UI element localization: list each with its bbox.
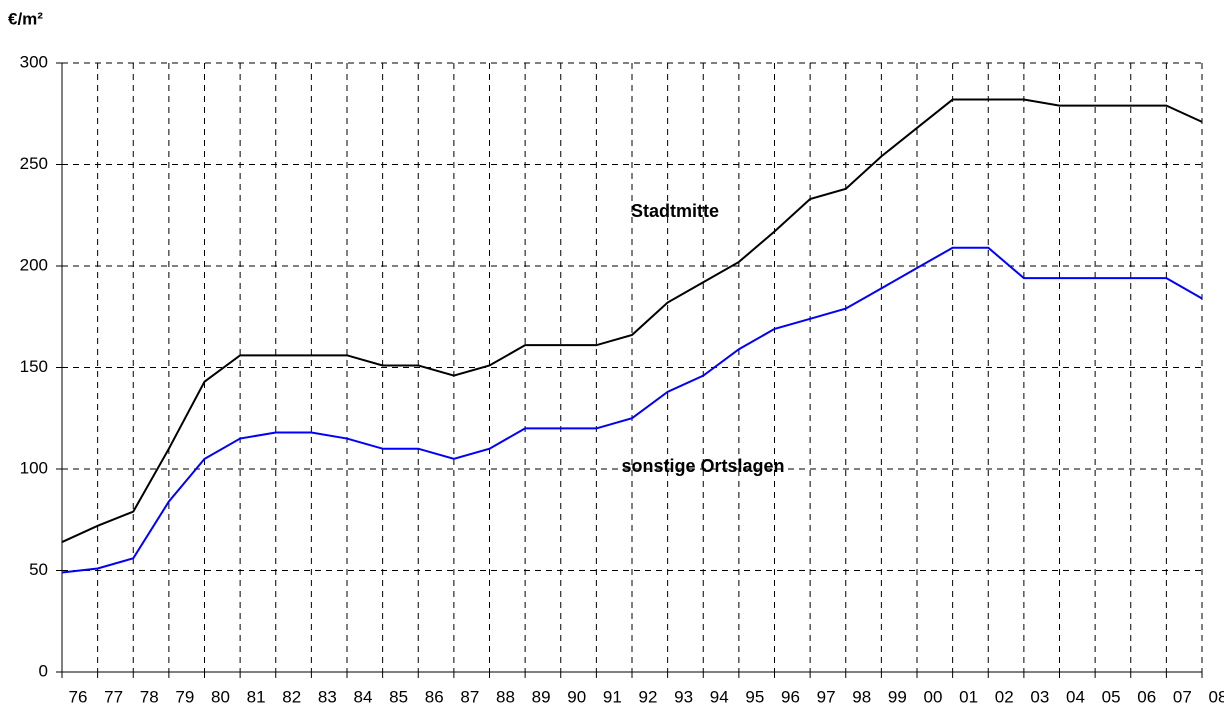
x-tick-label: 87	[460, 687, 479, 706]
series-line	[61, 98, 1203, 543]
x-tick-label: 86	[425, 687, 444, 706]
x-tick-label: 84	[354, 687, 373, 706]
series-label: sonstige Ortslagen	[621, 456, 784, 476]
x-tick-label: 80	[211, 687, 230, 706]
x-tick-label: 91	[603, 687, 622, 706]
x-tick-label: 83	[318, 687, 337, 706]
x-tick-label: 82	[282, 687, 301, 706]
x-tick-label: 76	[69, 687, 88, 706]
y-tick-label: 0	[39, 661, 48, 680]
y-tick-label: 250	[20, 154, 48, 173]
x-tick-label: 02	[995, 687, 1014, 706]
y-tick-label: 100	[20, 458, 48, 477]
x-tick-label: 85	[389, 687, 408, 706]
y-tick-label: 150	[20, 357, 48, 376]
x-tick-label: 96	[781, 687, 800, 706]
x-tick-label: 08	[1209, 687, 1224, 706]
x-tick-label: 98	[852, 687, 871, 706]
x-tick-label: 78	[140, 687, 159, 706]
x-tick-label: 05	[1102, 687, 1121, 706]
series-line	[61, 246, 1203, 574]
y-axis-label: €/m²	[8, 9, 43, 28]
x-tick-label: 07	[1173, 687, 1192, 706]
x-tick-label: 04	[1066, 687, 1085, 706]
y-tick-label: 200	[20, 255, 48, 274]
x-tick-label: 88	[496, 687, 515, 706]
x-tick-label: 79	[175, 687, 194, 706]
x-tick-label: 77	[104, 687, 123, 706]
x-tick-label: 95	[745, 687, 764, 706]
x-tick-label: 93	[674, 687, 693, 706]
x-tick-label: 97	[817, 687, 836, 706]
x-tick-label: 03	[1030, 687, 1049, 706]
series-label: Stadtmitte	[631, 201, 719, 221]
x-tick-label: 81	[247, 687, 266, 706]
x-tick-label: 06	[1137, 687, 1156, 706]
x-tick-label: 90	[567, 687, 586, 706]
y-tick-label: 50	[29, 560, 48, 579]
x-tick-label: 92	[639, 687, 658, 706]
x-tick-label: 99	[888, 687, 907, 706]
x-tick-label: 89	[532, 687, 551, 706]
x-tick-label: 01	[959, 687, 978, 706]
y-tick-label: 300	[20, 52, 48, 71]
x-tick-label: 00	[924, 687, 943, 706]
x-tick-label: 94	[710, 687, 729, 706]
